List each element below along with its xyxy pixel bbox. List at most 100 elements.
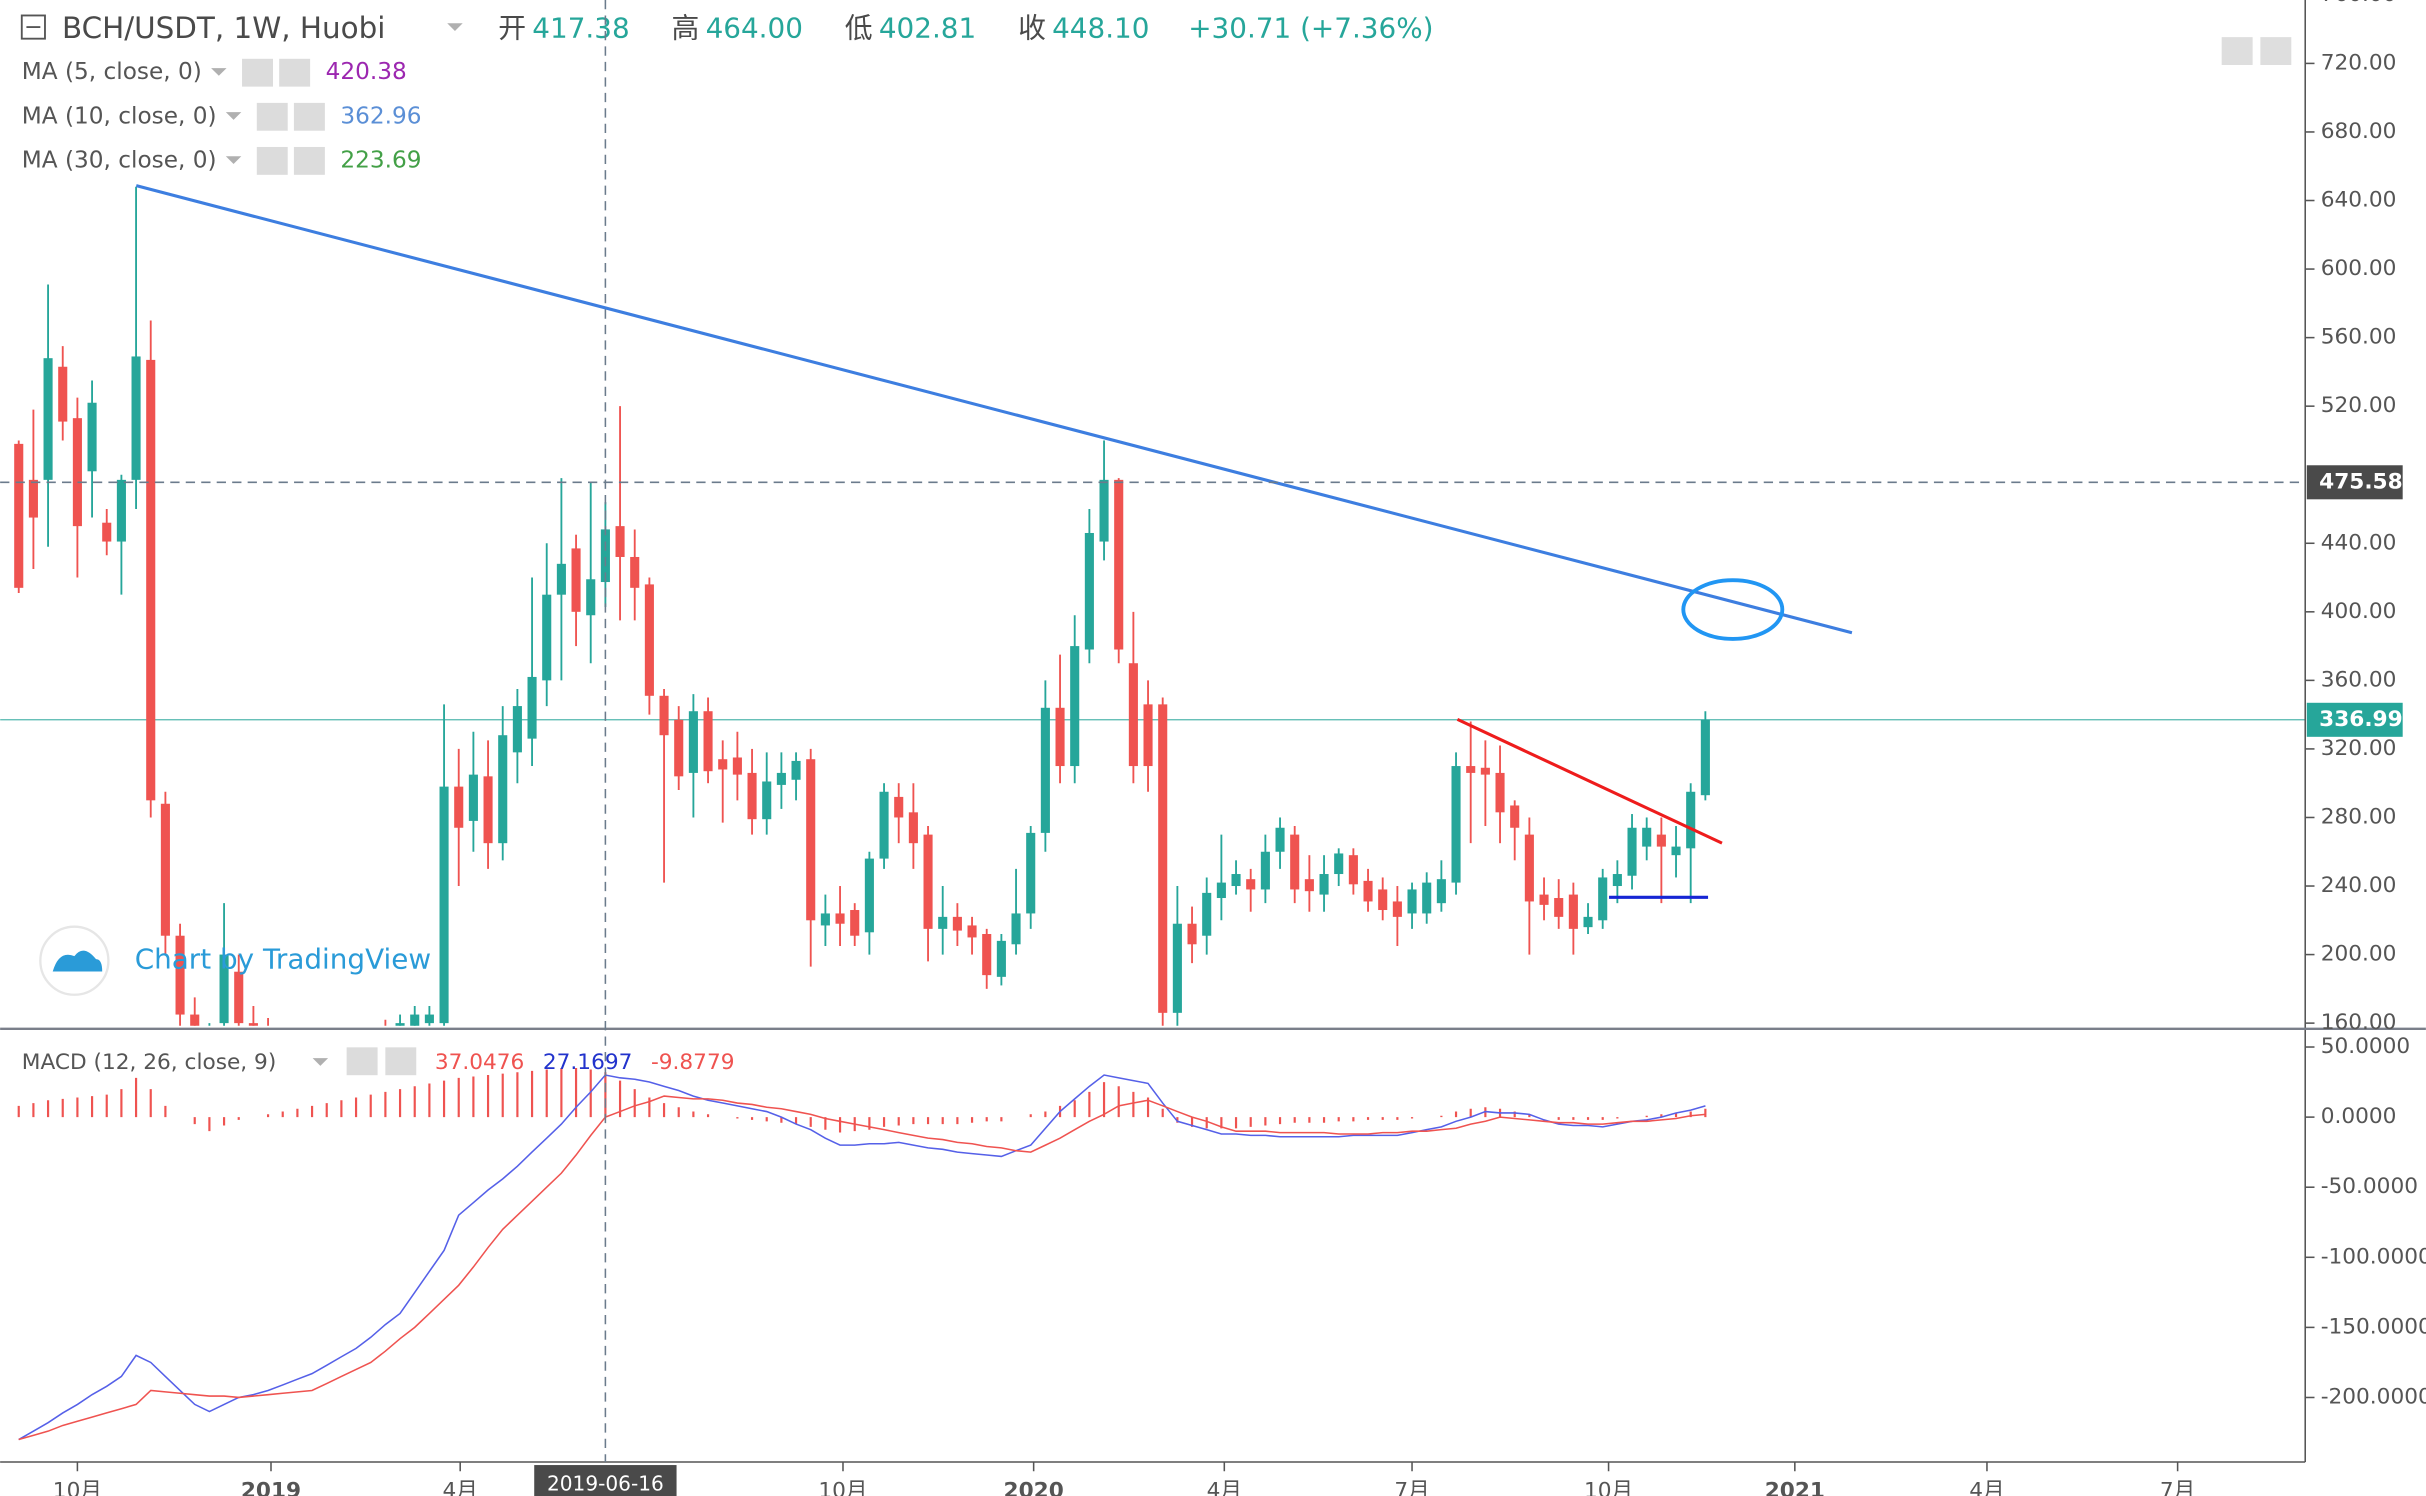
y-tick-label: -50.0000 bbox=[2321, 1174, 2418, 1199]
x-tick-label: 10月 bbox=[818, 1478, 867, 1496]
dropdown-arrow[interactable] bbox=[211, 68, 227, 76]
candle-body bbox=[1656, 834, 1666, 847]
candle-body bbox=[1422, 882, 1432, 914]
settings-button[interactable] bbox=[242, 58, 273, 87]
candle-body bbox=[1334, 853, 1344, 875]
y-tick-label: 160.00 bbox=[2321, 1010, 2397, 1035]
change-value: +30.71 (+7.36%) bbox=[1188, 11, 1433, 44]
ohlc-name: 收 bbox=[1018, 11, 1046, 44]
y-tick-label: 360.00 bbox=[2321, 667, 2397, 692]
candle-body bbox=[967, 925, 977, 938]
candle-body bbox=[674, 719, 684, 777]
y-tick-label: 720.00 bbox=[2321, 50, 2397, 75]
candle-body bbox=[586, 579, 596, 616]
scroll-down-button[interactable] bbox=[2221, 37, 2253, 65]
candle-body bbox=[1319, 874, 1329, 895]
dropdown-arrow[interactable] bbox=[225, 112, 242, 120]
crosshair-price-label: 475.58 bbox=[2319, 469, 2403, 494]
candle-body bbox=[424, 1014, 434, 1024]
candle-body bbox=[644, 584, 654, 696]
candle-body bbox=[542, 594, 552, 681]
candle-body bbox=[762, 781, 772, 820]
dropdown-arrow[interactable] bbox=[447, 23, 463, 31]
candle-body bbox=[938, 916, 948, 929]
candle-body bbox=[747, 772, 757, 820]
drawings bbox=[135, 184, 1853, 899]
remove-button[interactable] bbox=[279, 58, 311, 87]
candle-body bbox=[102, 522, 112, 542]
ohlc-legend: 开 417.38 高 464.00 低 402.81 收 448.10 +30.71 (+7.3… bbox=[498, 11, 1433, 44]
indicator-legend: MA (5, close, 0) 420.38 MA (10, close, 0) 3… bbox=[22, 58, 421, 175]
x-tick-label: 10月 bbox=[53, 1478, 102, 1496]
y-tick-label: 280.00 bbox=[2321, 804, 2397, 829]
collapse-icon[interactable] bbox=[20, 14, 46, 40]
indicator-name: MA (30, close, 0) bbox=[22, 146, 217, 173]
macd-title: MACD (12, 26, close, 9) bbox=[22, 1050, 277, 1075]
y-tick-label: 240.00 bbox=[2321, 873, 2397, 898]
y-tick-label: 200.00 bbox=[2321, 942, 2397, 967]
remove-button[interactable] bbox=[385, 1047, 417, 1076]
dropdown-arrow[interactable] bbox=[225, 156, 242, 164]
settings-button[interactable] bbox=[346, 1047, 378, 1076]
candle-body bbox=[659, 695, 669, 736]
candle-body bbox=[791, 760, 801, 780]
candle-body bbox=[600, 529, 610, 583]
indicator-value: 420.38 bbox=[326, 58, 407, 85]
dropdown-arrow[interactable] bbox=[312, 1058, 329, 1066]
macd-legend-value: -9.8779 bbox=[651, 1050, 735, 1075]
crosshair-date-label: 2019-06-16 bbox=[547, 1472, 664, 1496]
settings-button[interactable] bbox=[256, 102, 288, 131]
candle-body bbox=[1583, 916, 1593, 928]
candle-body bbox=[160, 803, 170, 936]
candle-body bbox=[835, 913, 845, 924]
x-tick-label: 7月 bbox=[2160, 1478, 2195, 1496]
candle-body bbox=[512, 706, 522, 753]
ohlc-value: 464.00 bbox=[706, 11, 803, 44]
candle-body bbox=[1686, 791, 1696, 849]
macd-legend-value: 37.0476 bbox=[435, 1050, 525, 1075]
candle-body bbox=[732, 757, 742, 775]
candle-body bbox=[1026, 832, 1036, 914]
candle-body bbox=[718, 759, 728, 770]
settings-button[interactable] bbox=[256, 146, 288, 175]
candle-body bbox=[116, 479, 126, 542]
candle-body bbox=[28, 479, 38, 518]
candle-body bbox=[175, 935, 185, 1015]
candle-body bbox=[1011, 913, 1021, 945]
candle-body bbox=[864, 858, 874, 933]
ellipse-marker bbox=[1681, 578, 1785, 641]
candle-body bbox=[1246, 879, 1256, 890]
candle-body bbox=[1466, 766, 1476, 773]
remove-button[interactable] bbox=[293, 102, 325, 131]
candle-body bbox=[1524, 834, 1534, 902]
indicator-value: 362.96 bbox=[340, 102, 421, 129]
candle-body bbox=[1216, 882, 1226, 899]
candle-body bbox=[1510, 805, 1520, 828]
candle-body bbox=[454, 786, 464, 828]
y-tick-label: 400.00 bbox=[2321, 599, 2397, 624]
candle-body bbox=[1202, 892, 1212, 936]
candle-body bbox=[146, 359, 156, 801]
remove-button[interactable] bbox=[293, 146, 325, 175]
symbol-title: BCH/USDT, 1W, Huobi bbox=[62, 11, 385, 45]
candle-body bbox=[72, 418, 82, 527]
y-tick-label: 640.00 bbox=[2321, 188, 2397, 213]
y-tick-label: 560.00 bbox=[2321, 325, 2397, 350]
macd-legend-value: 27.1697 bbox=[543, 1050, 633, 1075]
x-tick-label: 4月 bbox=[1969, 1478, 2004, 1496]
candle-body bbox=[1451, 766, 1461, 883]
candle-body bbox=[1348, 855, 1358, 885]
candle-body bbox=[468, 774, 478, 821]
candle-body bbox=[1363, 880, 1373, 902]
candle-body bbox=[1407, 889, 1417, 914]
candle-body bbox=[87, 402, 97, 472]
watermark-text: Chart by TradingView bbox=[135, 943, 431, 976]
scroll-up-button[interactable] bbox=[2260, 37, 2292, 65]
candle-body bbox=[571, 548, 581, 612]
candle-body bbox=[1378, 889, 1388, 911]
candle-body bbox=[1114, 479, 1124, 650]
candle-body bbox=[190, 1014, 200, 1026]
indicator-value: 223.69 bbox=[340, 146, 421, 173]
